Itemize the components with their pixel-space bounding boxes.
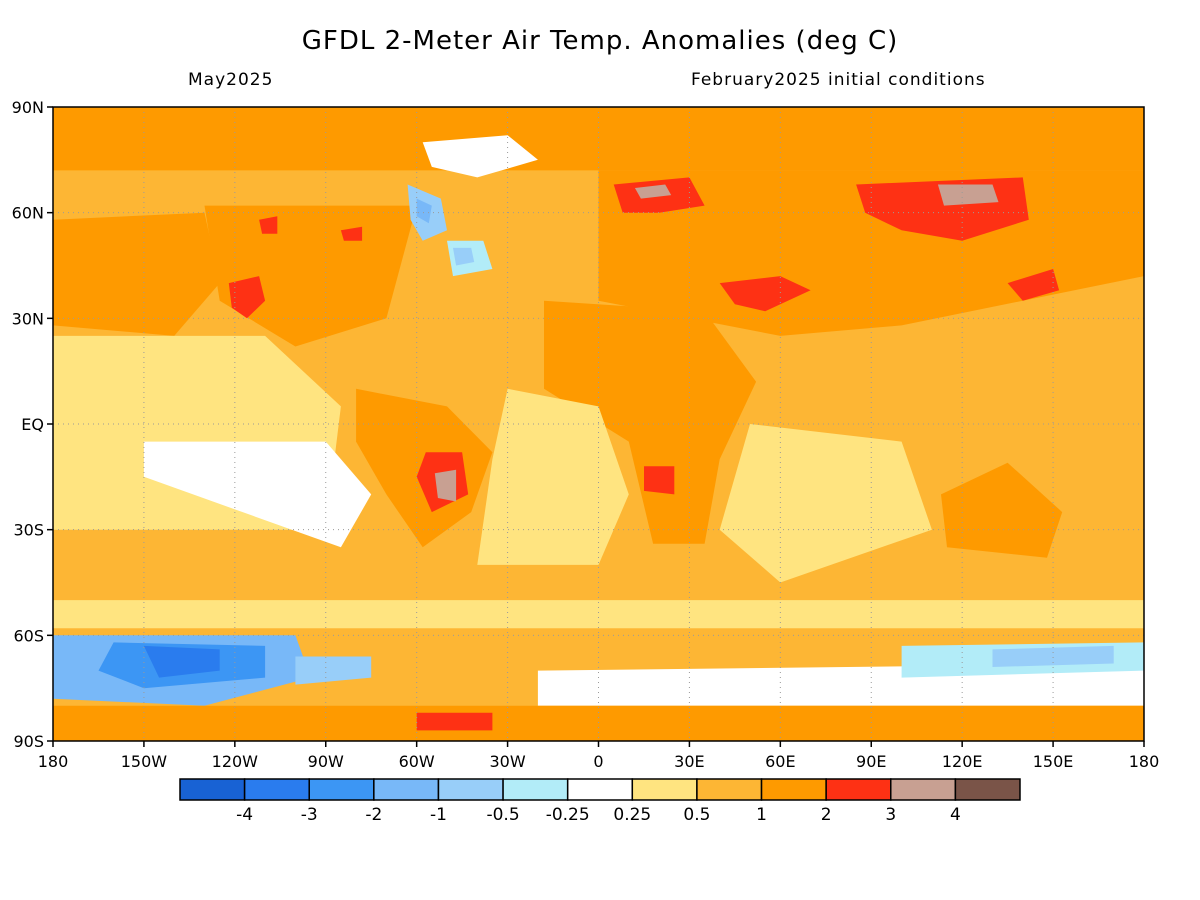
region-siberia-very-hot (937, 184, 999, 206)
legend-label: -0.5 (486, 805, 519, 825)
color-legend: -4 -3 -2 -1 -0.5 -0.25 0.25 0.5 1 2 3 4 (179, 778, 1021, 825)
legend-swatch (502, 778, 569, 801)
lon-tick-label: 150E (1033, 752, 1074, 771)
region-amundsen-cool (295, 656, 372, 685)
lon-tick-label: 60W (399, 752, 435, 771)
region-western-us-hot (228, 276, 266, 319)
region-weddell-hot (416, 712, 493, 731)
region-antarctica-interior-warm (53, 705, 1144, 741)
legend-label: -3 (301, 805, 318, 825)
lat-tick-label: 60N (12, 204, 44, 223)
lat-tick-label: EQ (21, 415, 44, 434)
lon-tick-label: 180 (1129, 752, 1160, 771)
lat-tick-label: 90N (12, 98, 44, 117)
region-canada-hot-1 (259, 216, 278, 234)
region-japan-hot (1007, 269, 1060, 301)
legend-label: -2 (365, 805, 382, 825)
legend-swatch (437, 778, 504, 801)
region-scandinavia-very-hot (634, 184, 672, 199)
legend-label: 2 (821, 805, 832, 825)
region-labrador-sea-colder (416, 198, 432, 224)
legend-label: -4 (236, 805, 253, 825)
lon-tick-label: 90W (308, 752, 344, 771)
legend-swatch (373, 778, 440, 801)
lon-tick-label: 60E (765, 752, 795, 771)
legend-label: 1 (756, 805, 767, 825)
lon-tick-label: 30W (489, 752, 525, 771)
region-north-atlantic-cool-center (453, 247, 475, 266)
forecast-month: May2025 (188, 70, 274, 90)
lon-tick-label: 120W (212, 752, 259, 771)
legend-swatch (825, 778, 892, 801)
legend-swatch (179, 778, 246, 801)
legend-swatch (890, 778, 957, 801)
region-greenland-neutral (422, 135, 538, 178)
lat-tick-label: 60S (13, 626, 44, 645)
region-east-antarctica-colder (992, 645, 1114, 667)
initial-conditions: February2025 initial conditions (691, 70, 986, 90)
legend-label: 3 (885, 805, 896, 825)
legend-label: 0.5 (683, 805, 710, 825)
legend-swatch (308, 778, 375, 801)
region-middle-east-hot (719, 276, 811, 312)
region-ross-sea-coldest (143, 645, 220, 678)
region-north-pacific-warm (53, 212, 220, 336)
lon-tick-label: 180 (38, 752, 69, 771)
region-africa-warm (544, 300, 757, 544)
legend-label: 4 (950, 805, 961, 825)
legend-swatch (631, 778, 698, 801)
lon-tick-label: 30E (674, 752, 704, 771)
lon-tick-label: 0 (593, 752, 603, 771)
lat-tick-label: 90S (13, 732, 44, 751)
region-brazil-very-hot (434, 469, 457, 502)
legend-label: -1 (430, 805, 447, 825)
legend-swatch (954, 778, 1021, 801)
lat-tick-label: 30S (13, 521, 44, 540)
map-gridlines (53, 107, 1144, 741)
lon-tick-label: 120E (942, 752, 983, 771)
legend-label: -0.25 (546, 805, 590, 825)
region-southern-ocean-mild (53, 600, 1144, 629)
legend-swatch (760, 778, 827, 801)
map-title: GFDL 2-Meter Air Temp. Anomalies (deg C) (301, 26, 899, 56)
legend-label: 0.25 (613, 805, 651, 825)
legend-swatch (566, 778, 634, 801)
region-atlantic-tropical-mild (477, 388, 629, 565)
region-canada-hot-2 (340, 226, 363, 241)
region-north-america-warm (204, 205, 417, 347)
lon-tick-label: 150W (121, 752, 168, 771)
region-arctic-warm (53, 107, 1144, 171)
lat-tick-label: 30N (12, 309, 44, 328)
region-australia-warm (941, 462, 1063, 558)
region-africa-south-hot (644, 466, 675, 495)
region-east-pacific-neutral (143, 441, 372, 548)
legend-swatch (243, 778, 310, 801)
region-indian-ocean-mild (719, 424, 932, 583)
legend-swatch (696, 778, 763, 801)
lon-tick-label: 90E (856, 752, 886, 771)
